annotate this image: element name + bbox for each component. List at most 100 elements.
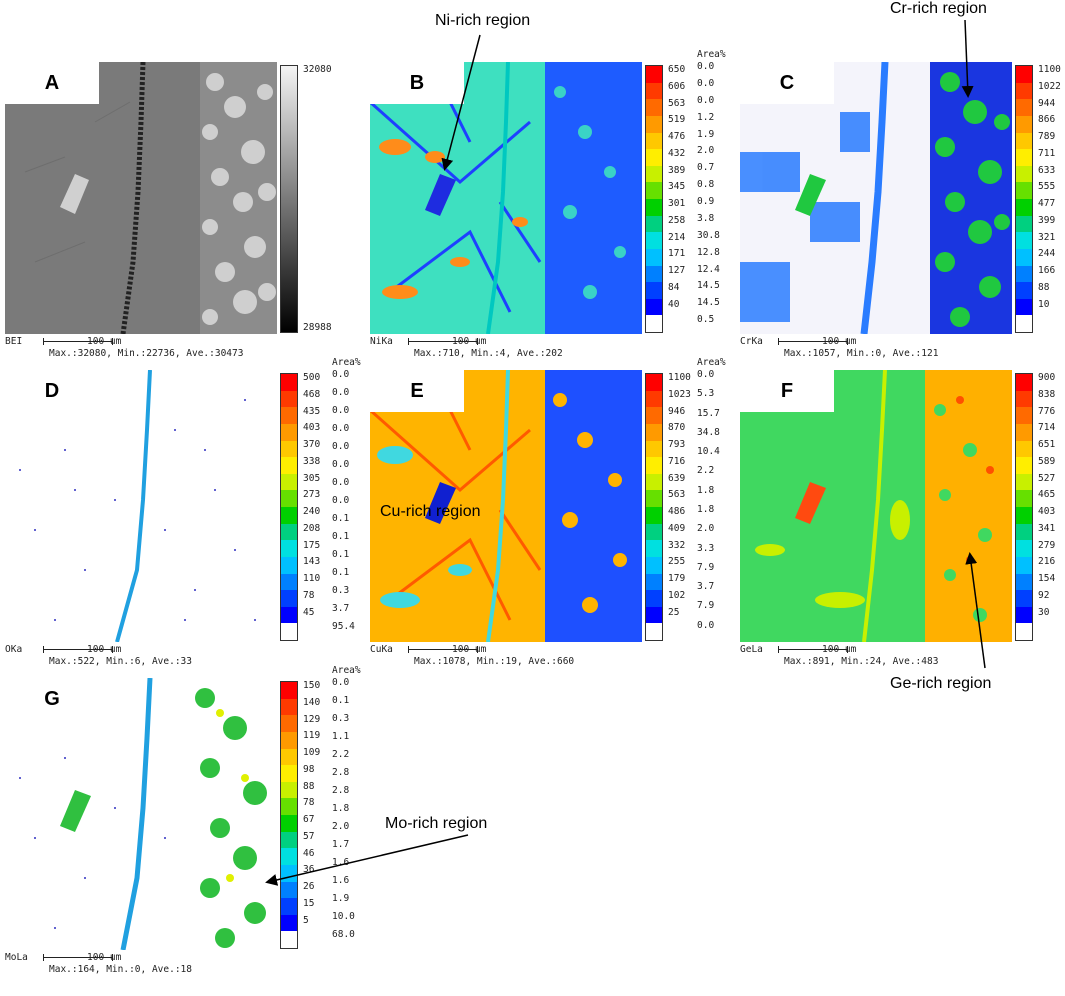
area-percent-value: 1.2 xyxy=(697,111,715,123)
area-percent-value: 0.1 xyxy=(332,549,350,560)
tick-label: 92 xyxy=(1038,589,1050,601)
map-stats: Max.:1078, Min.:19, Ave.:660 xyxy=(414,656,575,667)
area-percent-value: 3.7 xyxy=(332,603,350,614)
panel-label: C xyxy=(740,62,834,104)
tick-label: 563 xyxy=(668,97,686,109)
panel-e: E 1100 1023 946 870 793 716 639 563 486 409 332 255… xyxy=(370,358,726,688)
scale-color-segment xyxy=(646,590,662,607)
scale-ticks: 500 468 435 403 370 338 305 273 240 208 175 143 110 7… xyxy=(303,373,333,641)
tick-label: 563 xyxy=(668,489,686,501)
scale-color-segment xyxy=(1016,540,1032,557)
mo-map xyxy=(5,678,277,950)
scale-ticks: 900 838 776 714 651 589 527 465 403 341 279 216 154 9… xyxy=(1038,373,1065,641)
tick-label: 345 xyxy=(668,181,686,193)
area-percent-value: 1.9 xyxy=(332,893,350,904)
color-scale-bar xyxy=(1015,65,1033,333)
tick-label: 175 xyxy=(303,539,321,551)
scale-color-segment xyxy=(1016,282,1032,299)
tick-label: 527 xyxy=(1038,472,1056,484)
scale-color-segment xyxy=(281,914,297,932)
tick-label: 78 xyxy=(303,797,315,809)
scale-color-segment xyxy=(1016,182,1032,199)
tick-label: 166 xyxy=(1038,265,1056,276)
area-percent-value: 12.8 xyxy=(697,246,720,258)
area-percent-value: 0.0 xyxy=(332,423,350,434)
tick-label: 606 xyxy=(668,80,686,92)
scale-color-segment xyxy=(281,815,297,832)
scale-color-segment xyxy=(646,490,662,507)
tick-label: 389 xyxy=(668,164,686,176)
scale-bar-line xyxy=(43,646,113,653)
area-percent-value: 30.8 xyxy=(697,229,720,241)
scale-color-segment xyxy=(1016,507,1032,524)
area-percent-value: 7.9 xyxy=(697,600,715,612)
tick-label: 30 xyxy=(1038,606,1050,618)
area-percent-value: 2.8 xyxy=(332,785,350,796)
map-footer: CuKa 100 um Max.:1078, Min.:19, Ave.:660 xyxy=(370,644,730,667)
tick-label: 255 xyxy=(668,556,686,568)
scale-color-segment xyxy=(281,374,297,391)
scale-color-segment xyxy=(1016,99,1032,116)
tick-label: 468 xyxy=(303,388,321,400)
cr-map xyxy=(740,62,1012,334)
scale-color-segment xyxy=(646,523,662,541)
area-percent-value: 1.7 xyxy=(332,839,350,850)
area-percent-value: 1.8 xyxy=(697,484,715,496)
tick-label: 143 xyxy=(303,556,321,568)
tick-label: 88 xyxy=(303,780,315,792)
tick-label: 838 xyxy=(1038,388,1056,400)
area-percent-value: 14.5 xyxy=(697,297,720,309)
color-scale-bar xyxy=(1015,373,1033,641)
area-percent-value: 5.3 xyxy=(697,388,715,400)
tick-label: 370 xyxy=(303,439,321,450)
scale-ticks: 650 606 563 519 476 432 389 345 301 258 214 171 127 8… xyxy=(668,65,698,333)
area-percent-value: 0.7 xyxy=(697,162,715,174)
scale-color-segment xyxy=(1016,315,1032,332)
scale-bar-text: 100 um xyxy=(822,644,857,655)
map-stats: Max.:164, Min.:0, Ave.:18 xyxy=(49,964,192,975)
scale-color-segment xyxy=(281,423,297,441)
panel-label: B xyxy=(370,62,464,104)
tick-label: 338 xyxy=(303,455,321,467)
tick-label: 776 xyxy=(1038,405,1056,417)
tick-label: 403 xyxy=(1038,506,1056,517)
area-percent-value: 1.1 xyxy=(332,731,350,742)
tick-label: 589 xyxy=(1038,455,1056,467)
scale-color-segment xyxy=(646,507,662,524)
scale-color-segment xyxy=(646,573,662,591)
scale-ticks: 1100 1022 944 866 789 711 633 555 477 399 321 244 16… xyxy=(1038,65,1065,333)
area-percent-column: Area% 0.0 0.0 0.0 1.2 1.9 2.0 0.7 0.8 0.9 3.8 30.8 1… xyxy=(697,50,729,334)
panel-b: B 650 606 563 519 476 432 389 345 301 258 214 171 12… xyxy=(370,50,726,380)
scale-color-segment xyxy=(281,556,297,574)
scale-color-segment xyxy=(646,407,662,424)
area-percent-value: 2.8 xyxy=(332,767,350,778)
scale-color-segment xyxy=(1016,606,1032,624)
scale-bar-text: 100 um xyxy=(452,644,487,655)
tick-label: 1100 xyxy=(668,372,691,383)
tick-label: 36 xyxy=(303,864,315,876)
tick-label: 214 xyxy=(668,231,686,243)
scale-color-segment xyxy=(1016,215,1032,233)
scale-bar-text: 100 um xyxy=(87,952,122,963)
tick-label: 140 xyxy=(303,696,321,708)
area-percent-value: 0.0 xyxy=(697,61,715,72)
ni-rich-annotation: Ni-rich region xyxy=(435,12,531,29)
tick-label: 789 xyxy=(1038,131,1056,142)
panel-label: G xyxy=(5,678,99,720)
tick-label: 651 xyxy=(1038,439,1056,450)
tick-label: 332 xyxy=(668,539,686,551)
tick-label: 476 xyxy=(668,131,686,142)
area-percent-value: 0.0 xyxy=(697,77,715,89)
tick-label: 716 xyxy=(668,455,686,467)
map-stats: Max.:710, Min.:4, Ave.:202 xyxy=(414,348,563,359)
scale-color-segment xyxy=(1016,473,1032,491)
scale-color-segment xyxy=(281,540,297,557)
scale-color-segment xyxy=(1016,623,1032,640)
scale-color-segment xyxy=(281,507,297,524)
tick-label: 244 xyxy=(1038,248,1056,260)
scale-color-segment xyxy=(281,523,297,541)
scale-color-segment xyxy=(1016,248,1032,266)
scale-color-segment xyxy=(1016,490,1032,507)
scale-color-segment xyxy=(281,898,297,915)
